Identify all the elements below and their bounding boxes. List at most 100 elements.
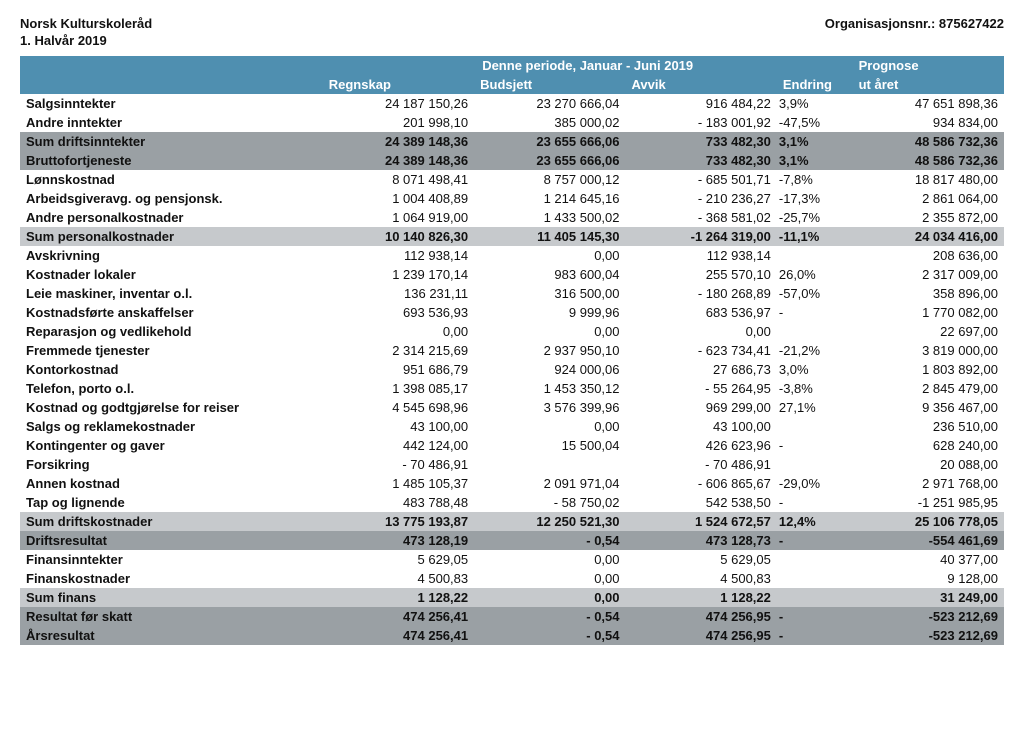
cell-endring <box>777 417 853 436</box>
row-label: Kostnader lokaler <box>20 265 323 284</box>
row-label: Forsikring <box>20 455 323 474</box>
table-row: Driftsresultat473 128,19- 0,54473 128,73… <box>20 531 1004 550</box>
table-row: Finansinntekter5 629,050,005 629,0540 37… <box>20 550 1004 569</box>
cell-avvik: 969 299,00 <box>626 398 777 417</box>
cell-regnskap: 951 686,79 <box>323 360 474 379</box>
table-row: Finanskostnader4 500,830,004 500,839 128… <box>20 569 1004 588</box>
cell-prognose: 2 317 009,00 <box>853 265 1004 284</box>
cell-prognose: 208 636,00 <box>853 246 1004 265</box>
table-row: Arbeidsgiveravg. og pensjonsk.1 004 408,… <box>20 189 1004 208</box>
cell-prognose: 47 651 898,36 <box>853 94 1004 113</box>
row-label: Finansinntekter <box>20 550 323 569</box>
cell-regnskap: 5 629,05 <box>323 550 474 569</box>
table-row: Sum finans1 128,220,001 128,2231 249,00 <box>20 588 1004 607</box>
row-label: Sum driftsinntekter <box>20 132 323 151</box>
cell-budsjett: 0,00 <box>474 550 625 569</box>
cell-budsjett: 0,00 <box>474 246 625 265</box>
cell-prognose: 3 819 000,00 <box>853 341 1004 360</box>
cell-endring: 3,1% <box>777 132 853 151</box>
cell-regnskap: 1 128,22 <box>323 588 474 607</box>
cell-prognose: 2 971 768,00 <box>853 474 1004 493</box>
cell-endring <box>777 588 853 607</box>
table-row: Telefon, porto o.l.1 398 085,171 453 350… <box>20 379 1004 398</box>
cell-budsjett: 23 655 666,06 <box>474 151 625 170</box>
cell-budsjett <box>474 455 625 474</box>
cell-regnskap: 24 389 148,36 <box>323 151 474 170</box>
cell-endring: -29,0% <box>777 474 853 493</box>
cell-budsjett: 0,00 <box>474 322 625 341</box>
cell-budsjett: 8 757 000,12 <box>474 170 625 189</box>
cell-regnskap: 24 187 150,26 <box>323 94 474 113</box>
cell-prognose: -1 251 985,95 <box>853 493 1004 512</box>
cell-endring: -11,1% <box>777 227 853 246</box>
cell-prognose: 2 355 872,00 <box>853 208 1004 227</box>
cell-endring: - <box>777 303 853 322</box>
hdr-prognose-top: Prognose <box>853 56 1004 75</box>
cell-budsjett: 11 405 145,30 <box>474 227 625 246</box>
row-label: Årsresultat <box>20 626 323 645</box>
row-label: Andre personalkostnader <box>20 208 323 227</box>
row-label: Driftsresultat <box>20 531 323 550</box>
cell-prognose: 628 240,00 <box>853 436 1004 455</box>
row-label: Kontorkostnad <box>20 360 323 379</box>
cell-endring: 3,0% <box>777 360 853 379</box>
table-row: Årsresultat474 256,41- 0,54474 256,95--5… <box>20 626 1004 645</box>
table-row: Salgs og reklamekostnader43 100,000,0043… <box>20 417 1004 436</box>
cell-budsjett: 1 433 500,02 <box>474 208 625 227</box>
cell-budsjett: 23 270 666,04 <box>474 94 625 113</box>
cell-regnskap: 2 314 215,69 <box>323 341 474 360</box>
cell-regnskap: 474 256,41 <box>323 626 474 645</box>
table-row: Annen kostnad1 485 105,372 091 971,04- 6… <box>20 474 1004 493</box>
cell-prognose: 25 106 778,05 <box>853 512 1004 531</box>
cell-prognose: 22 697,00 <box>853 322 1004 341</box>
cell-prognose: 18 817 480,00 <box>853 170 1004 189</box>
row-label: Sum personalkostnader <box>20 227 323 246</box>
hdr-avvik: Avvik <box>626 75 777 94</box>
cell-avvik: 0,00 <box>626 322 777 341</box>
cell-regnskap: 1 239 170,14 <box>323 265 474 284</box>
cell-endring <box>777 246 853 265</box>
cell-endring <box>777 569 853 588</box>
cell-prognose: 236 510,00 <box>853 417 1004 436</box>
cell-endring: 3,1% <box>777 151 853 170</box>
cell-budsjett: 1 214 645,16 <box>474 189 625 208</box>
row-label: Finanskostnader <box>20 569 323 588</box>
cell-avvik: 1 524 672,57 <box>626 512 777 531</box>
cell-prognose: -523 212,69 <box>853 607 1004 626</box>
cell-regnskap: 8 071 498,41 <box>323 170 474 189</box>
cell-avvik: - 70 486,91 <box>626 455 777 474</box>
cell-endring: -25,7% <box>777 208 853 227</box>
cell-budsjett: 15 500,04 <box>474 436 625 455</box>
cell-avvik: - 180 268,89 <box>626 284 777 303</box>
row-label: Telefon, porto o.l. <box>20 379 323 398</box>
cell-prognose: 31 249,00 <box>853 588 1004 607</box>
cell-endring: - <box>777 626 853 645</box>
cell-budsjett: 1 453 350,12 <box>474 379 625 398</box>
cell-prognose: 2 845 479,00 <box>853 379 1004 398</box>
cell-avvik: 1 128,22 <box>626 588 777 607</box>
cell-prognose: 20 088,00 <box>853 455 1004 474</box>
cell-endring: 3,9% <box>777 94 853 113</box>
cell-avvik: 916 484,22 <box>626 94 777 113</box>
table-row: Tap og lignende483 788,48- 58 750,02542 … <box>20 493 1004 512</box>
cell-avvik: - 685 501,71 <box>626 170 777 189</box>
cell-prognose: 1 770 082,00 <box>853 303 1004 322</box>
cell-budsjett: 2 937 950,10 <box>474 341 625 360</box>
cell-avvik: 255 570,10 <box>626 265 777 284</box>
table-row: Forsikring- 70 486,91- 70 486,9120 088,0… <box>20 455 1004 474</box>
row-label: Annen kostnad <box>20 474 323 493</box>
table-row: Andre inntekter201 998,10385 000,02- 183… <box>20 113 1004 132</box>
table-row: Reparasjon og vedlikehold0,000,000,0022 … <box>20 322 1004 341</box>
cell-prognose: 48 586 732,36 <box>853 132 1004 151</box>
cell-prognose: 24 034 416,00 <box>853 227 1004 246</box>
row-label: Sum driftskostnader <box>20 512 323 531</box>
row-label: Avskrivning <box>20 246 323 265</box>
cell-regnskap: 10 140 826,30 <box>323 227 474 246</box>
cell-regnskap: 0,00 <box>323 322 474 341</box>
table-row: Kontingenter og gaver442 124,0015 500,04… <box>20 436 1004 455</box>
cell-endring: -57,0% <box>777 284 853 303</box>
cell-budsjett: - 0,54 <box>474 531 625 550</box>
cell-regnskap: 13 775 193,87 <box>323 512 474 531</box>
table-row: Avskrivning112 938,140,00112 938,14208 6… <box>20 246 1004 265</box>
cell-prognose: 40 377,00 <box>853 550 1004 569</box>
